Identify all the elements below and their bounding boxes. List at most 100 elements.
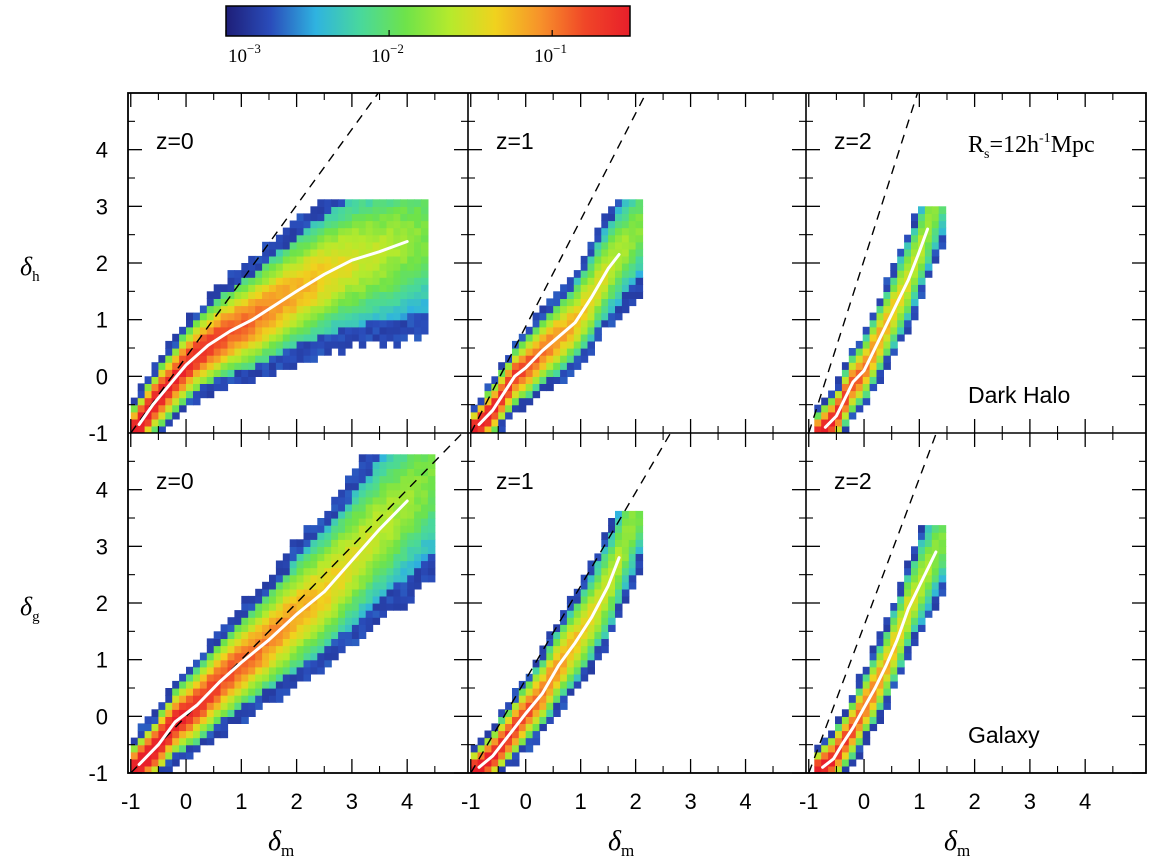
density-cell [358, 284, 367, 292]
density-cell [241, 659, 249, 668]
density-cell [186, 383, 194, 392]
density-cell [158, 730, 166, 739]
density-cell [608, 220, 616, 229]
density-cell [393, 248, 401, 257]
density-cell [421, 248, 429, 257]
density-cell [400, 560, 408, 569]
x-tick-label: -1 [121, 789, 141, 814]
density-cell [275, 595, 284, 604]
density-cell [386, 263, 394, 271]
density-heatmap [470, 510, 644, 773]
panel-frames [127, 92, 1147, 774]
density-cell [635, 199, 644, 207]
smoothing-scale-rest: =12h [989, 132, 1039, 158]
density-cell [580, 319, 589, 328]
density-cell [269, 270, 277, 278]
density-cell [255, 673, 263, 682]
density-cell [918, 277, 926, 285]
density-cell [414, 206, 422, 214]
density-cell [358, 581, 367, 590]
density-cell [918, 220, 926, 229]
density-cell [289, 581, 298, 590]
density-cell [310, 326, 318, 335]
density-cell [869, 312, 878, 321]
density-cell [199, 326, 208, 335]
density-cell [635, 284, 644, 292]
density-cell [338, 581, 346, 590]
density-cell [546, 688, 554, 696]
density-cell [635, 255, 644, 264]
density-cell [358, 333, 367, 342]
density-cell [532, 390, 541, 399]
density-cell [386, 333, 394, 342]
density-cell [275, 688, 284, 696]
density-cell [386, 496, 394, 505]
density-cell [876, 340, 884, 349]
density-cell [621, 248, 630, 257]
density-cell [546, 680, 554, 689]
density-cell [358, 610, 367, 618]
density-cell [407, 220, 415, 229]
density-cell [165, 355, 173, 363]
density-cell [310, 588, 318, 597]
density-cell [918, 603, 926, 611]
density-cell [282, 610, 291, 618]
density-cell [310, 546, 318, 554]
density-cell [351, 510, 360, 519]
density-cell [317, 333, 325, 342]
density-cell [491, 730, 499, 739]
density-cell [883, 355, 891, 363]
density-cell [505, 376, 513, 384]
density-cell [615, 298, 623, 307]
density-cell [931, 255, 940, 264]
density-cell [303, 270, 311, 278]
density-cell [869, 680, 878, 689]
density-cell [379, 603, 387, 611]
density-cell [282, 581, 291, 590]
density-cell [532, 659, 541, 668]
density-cell [158, 723, 166, 732]
density-cell [206, 659, 215, 668]
density-cell [137, 730, 146, 739]
density-cell [310, 291, 318, 299]
density-cell [199, 376, 208, 384]
density-cell [897, 595, 905, 604]
density-cell [144, 383, 153, 392]
density-cell [386, 468, 394, 477]
density-cell [372, 489, 381, 498]
density-cell [324, 525, 332, 533]
density-cell [310, 227, 318, 236]
density-cell [594, 624, 602, 632]
density-cell [594, 319, 602, 328]
density-cell [904, 595, 912, 604]
density-cell [248, 624, 256, 632]
density-cell [848, 362, 857, 370]
density-cell [213, 688, 222, 696]
density-cell [924, 270, 933, 278]
density-cell [635, 553, 644, 562]
density-cell [421, 503, 429, 512]
density-cell [241, 709, 249, 717]
density-cell [234, 369, 242, 377]
density-cell [400, 595, 408, 604]
density-cell [498, 376, 506, 384]
density-cell [345, 595, 353, 604]
density-cell [855, 751, 864, 760]
density-cell [351, 305, 360, 314]
density-cell [206, 298, 215, 307]
density-cell [890, 652, 898, 661]
density-cell [282, 340, 291, 349]
density-cell [407, 489, 415, 498]
density-cell [918, 525, 926, 533]
density-cell [918, 581, 926, 590]
density-cell [525, 716, 534, 724]
density-cell [241, 263, 249, 271]
density-cell [372, 319, 381, 328]
density-cell [621, 560, 630, 569]
density-cell [151, 425, 159, 433]
density-cell [386, 298, 394, 307]
density-cell [566, 277, 575, 285]
density-cell [407, 255, 415, 264]
density-cell [848, 744, 857, 753]
density-cell [400, 553, 408, 562]
